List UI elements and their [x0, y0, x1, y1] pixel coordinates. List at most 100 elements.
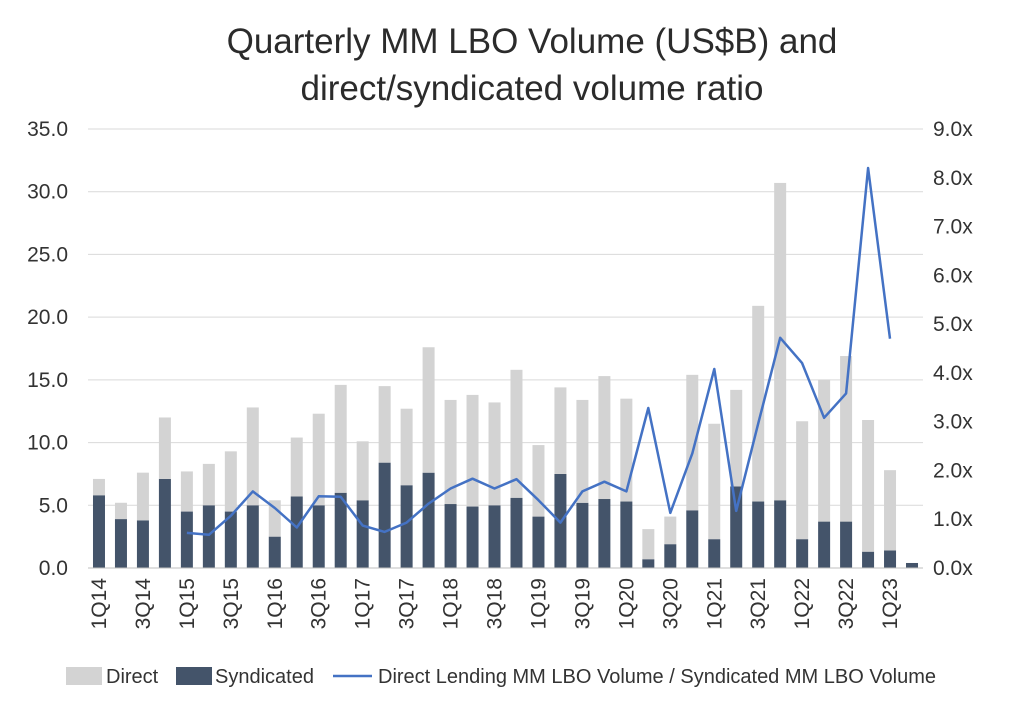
y-tick-label: 35.0 — [27, 118, 68, 141]
bar-direct — [114, 502, 127, 520]
x-tick-label: 1Q18 — [440, 578, 463, 629]
bar-direct — [422, 347, 435, 473]
bar-direct — [356, 441, 369, 501]
bar-syndicated — [180, 511, 193, 568]
bar-syndicated — [620, 501, 633, 568]
y-tick-label: 30.0 — [27, 181, 68, 204]
bar-syndicated — [686, 510, 699, 568]
bar-direct — [334, 384, 347, 493]
bar-syndicated — [906, 562, 919, 568]
bar-syndicated — [818, 521, 831, 568]
y-tick-label: 0.0 — [39, 557, 68, 580]
bar-direct — [862, 419, 875, 552]
bar-syndicated — [334, 492, 347, 568]
bar-syndicated — [312, 505, 325, 568]
bar-syndicated — [510, 497, 523, 568]
legend: Direct Syndicated Direct Lending MM LBO Vo… — [66, 666, 936, 688]
bar-series — [92, 182, 919, 568]
ratio-line-series — [186, 166, 892, 537]
bar-direct — [554, 387, 567, 474]
x-tick-label: 1Q20 — [615, 578, 638, 629]
bar-direct — [510, 369, 523, 498]
y-tick-label: 15.0 — [27, 369, 68, 392]
y2-tick-label: 4.0x — [933, 362, 973, 385]
bar-direct — [136, 472, 149, 521]
bar-syndicated — [378, 462, 391, 568]
bar-direct — [796, 421, 809, 540]
legend-swatch-direct — [66, 667, 102, 685]
x-tick-label: 3Q18 — [484, 578, 507, 629]
bar-syndicated — [246, 505, 259, 568]
bar-direct — [466, 394, 479, 507]
legend-swatch-syndicated — [176, 667, 212, 685]
bar-syndicated — [576, 502, 589, 568]
bar-syndicated — [202, 505, 215, 568]
bar-syndicated — [290, 496, 303, 568]
bar-direct — [290, 437, 303, 497]
y-tick-label: 20.0 — [27, 306, 68, 329]
bar-syndicated — [466, 506, 479, 568]
bar-direct — [642, 529, 655, 560]
bar-direct — [202, 463, 215, 506]
x-tick-label: 1Q15 — [176, 578, 199, 629]
bar-direct — [378, 386, 391, 463]
x-tick-label: 3Q14 — [132, 578, 155, 630]
bar-syndicated — [92, 495, 105, 568]
bar-syndicated — [796, 539, 809, 568]
bar-syndicated — [752, 501, 765, 568]
y2-tick-label: 5.0x — [933, 313, 973, 336]
y2-tick-label: 8.0x — [933, 167, 973, 190]
x-tick-label: 3Q17 — [396, 578, 419, 629]
x-tick-label: 1Q21 — [703, 578, 726, 629]
x-tick-label: 3Q15 — [220, 578, 243, 629]
legend-label-ratio: Direct Lending MM LBO Volume / Syndicate… — [378, 666, 936, 688]
bar-direct — [620, 398, 633, 502]
y2-tick-label: 9.0x — [933, 118, 973, 141]
bar-syndicated — [488, 505, 501, 568]
bar-direct — [444, 399, 457, 505]
x-tick-label: 1Q23 — [879, 578, 902, 629]
bar-syndicated — [422, 472, 435, 568]
bar-direct — [158, 417, 171, 479]
x-tick-label: 3Q22 — [835, 578, 858, 629]
bar-syndicated — [862, 551, 875, 568]
bar-direct — [730, 389, 743, 487]
legend-label-syndicated: Syndicated — [215, 666, 314, 688]
bar-direct — [752, 305, 765, 502]
bar-syndicated — [268, 536, 281, 568]
bar-direct — [884, 470, 897, 551]
bar-direct — [708, 423, 721, 540]
y2-tick-label: 3.0x — [933, 411, 973, 434]
x-tick-label: 3Q19 — [571, 578, 594, 629]
bar-direct — [224, 451, 237, 512]
bar-syndicated — [532, 516, 545, 568]
bar-syndicated — [400, 485, 413, 568]
bar-direct — [598, 376, 611, 500]
bar-direct — [180, 471, 193, 512]
x-tick-label: 1Q19 — [527, 578, 550, 629]
bar-syndicated — [224, 511, 237, 568]
y-tick-label: 25.0 — [27, 243, 68, 266]
bar-syndicated — [136, 520, 149, 568]
y2-tick-label: 1.0x — [933, 508, 973, 531]
bar-syndicated — [664, 544, 677, 568]
bar-direct — [818, 379, 831, 522]
bar-syndicated — [730, 486, 743, 568]
bar-direct — [400, 408, 413, 486]
y2-tick-label: 0.0x — [933, 557, 973, 580]
chart-title: Quarterly MM LBO Volume (US$B) and direc… — [0, 18, 1024, 112]
bar-syndicated — [444, 504, 457, 568]
bar-syndicated — [598, 499, 611, 568]
axes: 0.0 5.0 10.0 15.0 20.0 25.0 30.0 35.0 0.0x 1.0x 2.… — [27, 118, 973, 629]
bar-syndicated — [840, 521, 853, 568]
y2-tick-label: 7.0x — [933, 216, 973, 239]
x-tick-label: 1Q14 — [88, 578, 111, 630]
x-tick-label: 1Q16 — [264, 578, 287, 629]
bar-direct — [488, 402, 501, 506]
x-tick-label: 1Q22 — [791, 578, 814, 629]
bar-direct — [312, 413, 325, 506]
bar-direct — [246, 407, 259, 506]
bar-syndicated — [158, 478, 171, 568]
x-tick-label: 3Q16 — [308, 578, 331, 629]
